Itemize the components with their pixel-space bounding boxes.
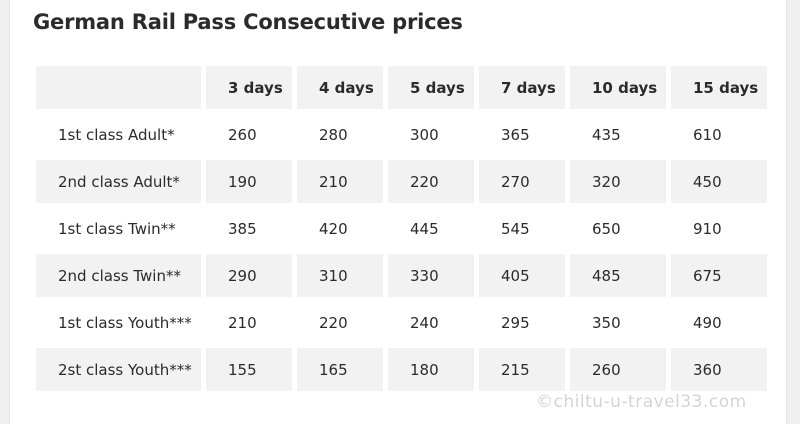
price-cell: 360: [671, 348, 767, 391]
price-cell: 190: [206, 160, 292, 203]
price-cell: 435: [570, 113, 666, 156]
table-row: 2nd class Twin** 290 310 330 405 485 675: [36, 254, 767, 297]
price-cell: 220: [388, 160, 474, 203]
price-cell: 270: [479, 160, 565, 203]
price-cell: 385: [206, 207, 292, 250]
header-cell-10-days: 10 days: [570, 66, 666, 109]
header-cell-15-days: 15 days: [671, 66, 767, 109]
row-label: 1st class Youth***: [36, 301, 201, 344]
header-cell-4-days: 4 days: [297, 66, 383, 109]
table-row: 2nd class Adult* 190 210 220 270 320 450: [36, 160, 767, 203]
header-cell-3-days: 3 days: [206, 66, 292, 109]
price-cell: 210: [297, 160, 383, 203]
price-cell: 365: [479, 113, 565, 156]
row-label: 2nd class Adult*: [36, 160, 201, 203]
price-cell: 545: [479, 207, 565, 250]
header-cell-corner: [36, 66, 201, 109]
price-cell: 445: [388, 207, 474, 250]
price-cell: 910: [671, 207, 767, 250]
price-cell: 165: [297, 348, 383, 391]
price-cell: 220: [297, 301, 383, 344]
price-cell: 610: [671, 113, 767, 156]
price-cell: 330: [388, 254, 474, 297]
price-cell: 280: [297, 113, 383, 156]
watermark: ©chiltu-u-travel33.com: [536, 392, 747, 412]
price-cell: 290: [206, 254, 292, 297]
row-label: 2st class Youth***: [36, 348, 201, 391]
table-row: 1st class Adult* 260 280 300 365 435 610: [36, 113, 767, 156]
price-cell: 450: [671, 160, 767, 203]
content-card: German Rail Pass Consecutive prices 3 da…: [10, 0, 786, 424]
price-cell: 320: [570, 160, 666, 203]
table-row: 2st class Youth*** 155 165 180 215 260 3…: [36, 348, 767, 391]
row-label: 1st class Adult*: [36, 113, 201, 156]
price-cell: 420: [297, 207, 383, 250]
price-cell: 260: [206, 113, 292, 156]
table-row: 1st class Twin** 385 420 445 545 650 910: [36, 207, 767, 250]
price-cell: 675: [671, 254, 767, 297]
price-cell: 215: [479, 348, 565, 391]
price-cell: 310: [297, 254, 383, 297]
header-cell-7-days: 7 days: [479, 66, 565, 109]
price-cell: 260: [570, 348, 666, 391]
price-cell: 490: [671, 301, 767, 344]
price-cell: 350: [570, 301, 666, 344]
price-cell: 405: [479, 254, 565, 297]
price-cell: 240: [388, 301, 474, 344]
price-cell: 180: [388, 348, 474, 391]
price-table: 3 days 4 days 5 days 7 days 10 days 15 d…: [31, 62, 772, 395]
page-title: German Rail Pass Consecutive prices: [33, 10, 463, 34]
row-label: 2nd class Twin**: [36, 254, 201, 297]
row-label: 1st class Twin**: [36, 207, 201, 250]
header-cell-5-days: 5 days: [388, 66, 474, 109]
price-cell: 155: [206, 348, 292, 391]
price-cell: 295: [479, 301, 565, 344]
header-row: 3 days 4 days 5 days 7 days 10 days 15 d…: [36, 66, 767, 109]
price-cell: 650: [570, 207, 666, 250]
table-row: 1st class Youth*** 210 220 240 295 350 4…: [36, 301, 767, 344]
price-cell: 300: [388, 113, 474, 156]
price-cell: 210: [206, 301, 292, 344]
price-cell: 485: [570, 254, 666, 297]
